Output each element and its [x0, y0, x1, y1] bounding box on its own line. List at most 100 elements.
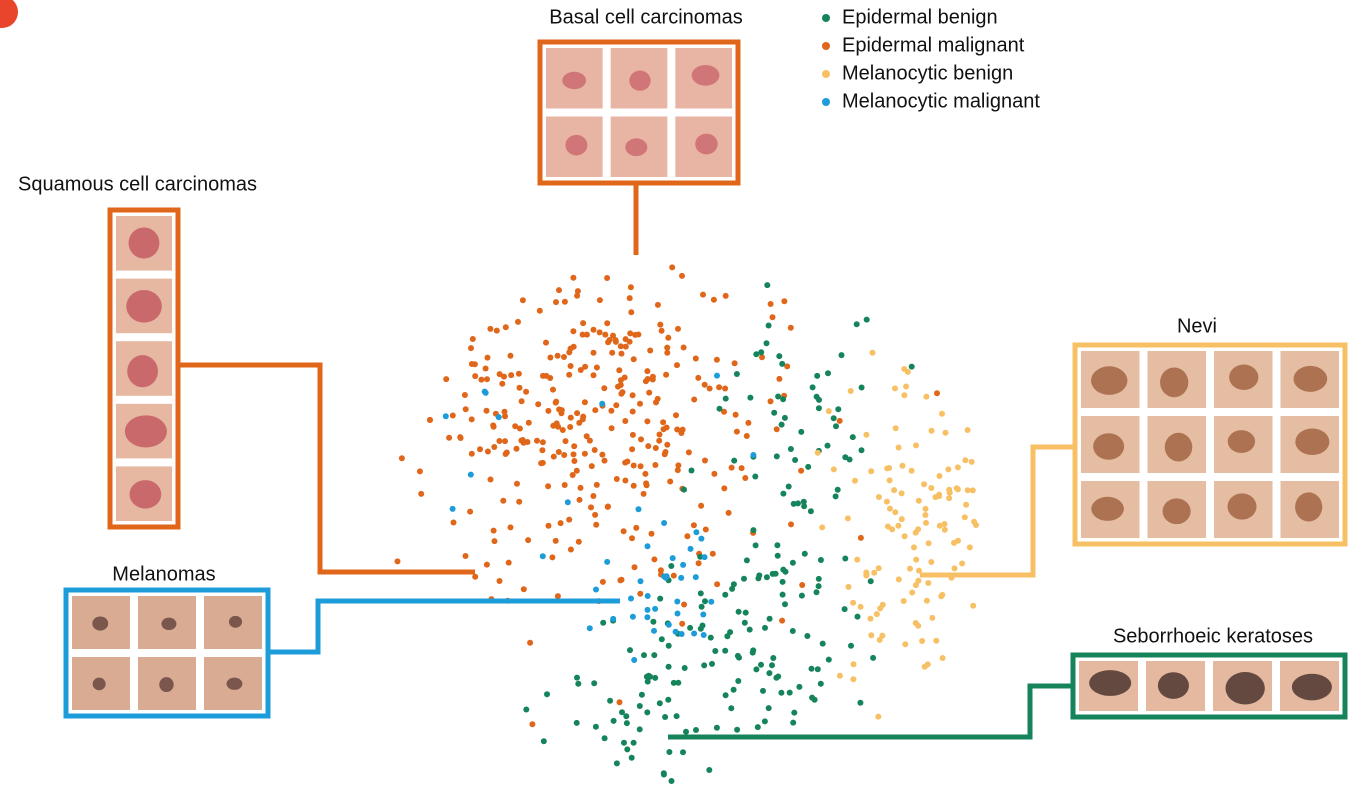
- point: [939, 411, 945, 417]
- point: [584, 433, 590, 439]
- point: [657, 596, 663, 602]
- point: [845, 515, 851, 521]
- point: [915, 578, 921, 584]
- point: [792, 457, 798, 463]
- point: [816, 397, 822, 403]
- point: [571, 458, 577, 464]
- point: [744, 557, 750, 563]
- point: [868, 616, 874, 622]
- point: [892, 385, 898, 391]
- point: [617, 577, 623, 583]
- point: [675, 467, 681, 473]
- point: [662, 714, 668, 720]
- point: [962, 514, 968, 520]
- point: [721, 485, 727, 491]
- scatter-points: [395, 264, 980, 784]
- lesion: [226, 678, 242, 690]
- point: [675, 611, 681, 617]
- point: [863, 573, 869, 579]
- point: [629, 755, 635, 761]
- point: [484, 408, 490, 414]
- point: [594, 365, 600, 371]
- point: [562, 299, 568, 305]
- lesion: [1292, 674, 1332, 701]
- point: [568, 363, 574, 369]
- point: [580, 416, 586, 422]
- point: [568, 346, 574, 352]
- point: [637, 703, 643, 709]
- point: [497, 578, 503, 584]
- point: [779, 361, 785, 367]
- point: [899, 490, 905, 496]
- point: [837, 418, 843, 424]
- point: [855, 614, 861, 620]
- point: [491, 528, 497, 534]
- point: [621, 740, 627, 746]
- point: [618, 391, 624, 397]
- point: [594, 482, 600, 488]
- point: [743, 610, 749, 616]
- point: [570, 328, 576, 334]
- point: [523, 389, 529, 395]
- point: [591, 350, 597, 356]
- point: [644, 482, 650, 488]
- point: [852, 478, 858, 484]
- lesion: [1229, 364, 1258, 390]
- point: [854, 321, 860, 327]
- point: [608, 408, 614, 414]
- point: [463, 553, 469, 559]
- point: [641, 491, 647, 497]
- point: [631, 740, 637, 746]
- connector: [920, 447, 1075, 575]
- legend-label: Melanocytic benign: [842, 62, 1013, 84]
- point: [664, 350, 670, 356]
- point: [812, 697, 818, 703]
- point: [651, 652, 657, 658]
- point: [611, 718, 617, 724]
- point: [913, 442, 919, 448]
- panel-title: Melanomas: [112, 563, 215, 585]
- point: [780, 396, 786, 402]
- point: [943, 430, 949, 436]
- lesion: [1225, 672, 1264, 705]
- point: [443, 413, 449, 419]
- point: [693, 727, 699, 733]
- point: [574, 720, 580, 726]
- point: [516, 499, 522, 505]
- point: [750, 452, 756, 458]
- point: [565, 499, 571, 505]
- legend-label: Melanocytic malignant: [842, 90, 1040, 112]
- point: [750, 527, 756, 533]
- point: [753, 666, 759, 672]
- point: [399, 455, 405, 461]
- legend-dot: [822, 42, 830, 50]
- point: [630, 432, 636, 438]
- point: [909, 364, 915, 370]
- lesion: [1091, 497, 1124, 521]
- point: [755, 575, 761, 581]
- point: [599, 452, 605, 458]
- point: [660, 419, 666, 425]
- point: [780, 567, 786, 573]
- point: [787, 690, 793, 696]
- point: [923, 506, 929, 512]
- point: [529, 721, 535, 727]
- point: [703, 527, 709, 533]
- point: [766, 670, 772, 676]
- point: [923, 394, 929, 400]
- connector: [268, 601, 620, 652]
- point: [850, 600, 856, 606]
- point: [659, 328, 665, 334]
- lesion: [127, 355, 158, 387]
- point: [818, 557, 824, 563]
- point: [584, 332, 590, 338]
- point: [808, 508, 814, 514]
- point: [592, 447, 598, 453]
- legend-label: Epidermal malignant: [842, 34, 1025, 56]
- point: [755, 724, 761, 730]
- point: [709, 661, 715, 667]
- point: [854, 557, 860, 563]
- point: [555, 593, 561, 599]
- point: [901, 598, 907, 604]
- point: [954, 485, 960, 491]
